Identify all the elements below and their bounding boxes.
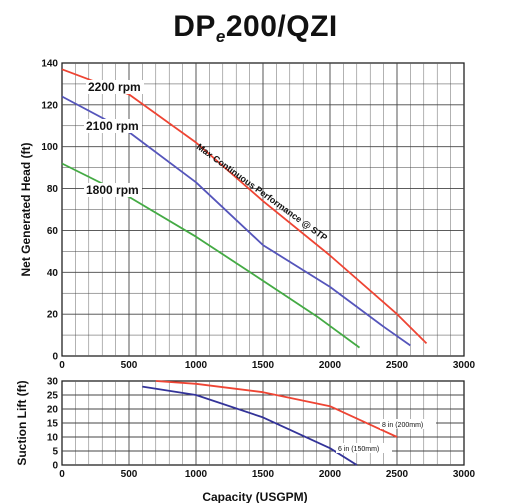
rpm-label: 2200 rpm [88,80,141,94]
title-subscript: e [215,27,226,46]
suction-x-tick-label: 500 [121,469,138,480]
head-x-tick-label: 0 [59,360,65,371]
suction-y-tick-label: 30 [47,377,59,388]
head-x-tick-label: 1500 [252,360,275,371]
rpm-label: 2100 rpm [86,119,139,133]
suction-y-tick-label: 15 [47,419,59,430]
head-y-axis-label: Net Generated Head (ft) [19,142,33,276]
suction-series-line [155,380,398,438]
suction-y-tick-label: 25 [47,391,59,402]
suction-y-axis-label: Suction Lift (ft) [15,380,29,465]
head-x-tick-label: 2000 [319,360,342,371]
head-x-tick-label: 3000 [453,360,476,371]
head-y-tick-label: 80 [47,184,59,195]
rpm-label: 1800 rpm [86,183,139,197]
head-y-tick-label: 140 [41,59,58,70]
suction-series-line [142,385,358,466]
pipe-label-backing [336,443,392,453]
title-main: DP [173,10,216,43]
head-y-tick-label: 20 [47,310,59,321]
head-y-tick-label: 60 [47,226,59,237]
suction-y-tick-label: 10 [47,433,59,444]
suction-y-tick-label: 5 [52,447,58,458]
title-rest: 200/QZI [225,10,338,43]
rpm-label-backing [84,119,142,133]
head-x-tick-label: 2500 [386,360,409,371]
suction-x-tick-label: 2500 [386,469,409,480]
head-series-line [61,68,428,345]
suction-x-tick-label: 1000 [185,469,208,480]
pipe-label-backing [380,419,436,429]
pipe-size-label: 8 in (200mm) [382,422,423,429]
suction-x-tick-label: 2000 [319,469,342,480]
head-y-tick-label: 100 [41,142,58,153]
head-x-tick-label: 500 [121,360,138,371]
suction-y-tick-label: 0 [52,461,58,472]
suction-x-tick-label: 1500 [252,469,275,480]
pipe-size-label: 6 in (150mm) [338,446,379,453]
suction-x-tick-label: 0 [59,469,65,480]
rpm-label-backing [84,183,142,197]
suction-x-axis-label: Capacity (USGPM) [202,490,307,503]
head-x-tick-label: 1000 [185,360,208,371]
suction-y-tick-label: 20 [47,405,59,416]
head-y-tick-label: 40 [47,268,59,279]
head-y-tick-label: 120 [41,100,58,111]
head-y-tick-label: 0 [52,352,58,363]
rpm-label-backing [86,80,144,94]
chart-title: DPe200/QZI [0,10,511,47]
suction-x-tick-label: 3000 [453,469,476,480]
